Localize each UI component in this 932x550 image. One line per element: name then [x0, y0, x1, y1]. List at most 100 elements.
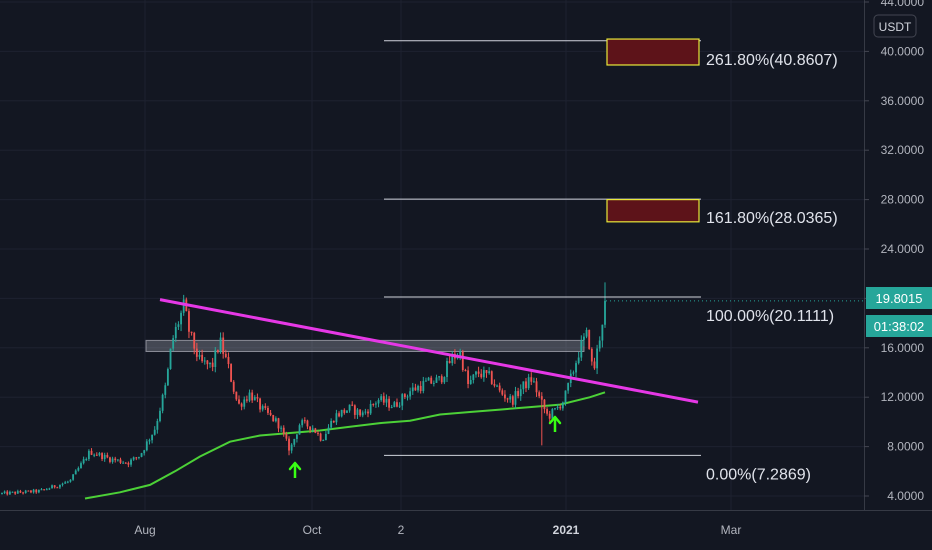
price-tick-label: 16.0000	[881, 341, 925, 355]
candle	[472, 374, 475, 384]
fib-level-label: 0.00%(7.2869)	[706, 466, 811, 483]
candle	[51, 484, 53, 489]
candle	[369, 400, 372, 415]
candle	[417, 384, 419, 393]
candle	[122, 460, 125, 464]
candle	[482, 366, 485, 382]
candle	[119, 457, 122, 464]
price-tick-label: 24.0000	[881, 242, 925, 256]
candle	[248, 389, 251, 403]
candle	[496, 384, 498, 388]
current-price-value: 19.8015	[876, 291, 923, 306]
candle	[1, 492, 3, 495]
candle	[588, 329, 591, 350]
candle	[66, 480, 69, 484]
candle	[190, 331, 193, 336]
candle	[303, 417, 306, 424]
candle	[135, 456, 138, 461]
candle	[425, 377, 427, 382]
candle	[504, 390, 506, 402]
time-tick-label: Aug	[134, 523, 155, 537]
candle	[419, 381, 422, 394]
candle	[461, 349, 464, 372]
candle	[567, 382, 570, 394]
candle	[527, 373, 530, 390]
candle	[261, 404, 264, 412]
candle	[538, 390, 541, 399]
candle	[332, 420, 335, 424]
candle	[216, 349, 219, 354]
candle	[72, 473, 75, 481]
candle	[177, 321, 180, 330]
candle	[232, 380, 235, 395]
candle	[293, 438, 296, 447]
candle	[269, 409, 272, 417]
candle	[219, 332, 222, 354]
candle	[525, 378, 527, 393]
candle	[509, 393, 512, 403]
moving-average	[84, 391, 606, 500]
candle	[145, 439, 148, 452]
price-tick-label: 32.0000	[881, 143, 925, 157]
candle	[138, 456, 140, 460]
candle	[432, 380, 435, 387]
candle	[156, 418, 159, 434]
candle	[80, 461, 82, 469]
candle	[403, 393, 406, 400]
candle	[8, 490, 11, 495]
candle	[493, 379, 496, 388]
candle	[593, 357, 596, 370]
candle	[282, 425, 285, 437]
candle	[601, 324, 604, 348]
candle	[317, 430, 319, 436]
candle	[535, 377, 538, 397]
candle	[172, 335, 175, 352]
candle	[598, 336, 601, 352]
candle	[32, 488, 35, 494]
candle	[290, 443, 293, 454]
candle	[446, 357, 448, 383]
candle	[314, 427, 317, 434]
grid-lines	[0, 0, 864, 510]
candle	[572, 370, 575, 376]
price-tick-label: 40.0000	[881, 44, 925, 58]
candle	[583, 333, 585, 347]
candle	[201, 349, 204, 363]
candle	[409, 387, 412, 400]
fib-level-label: 261.80%(40.8607)	[706, 52, 838, 69]
time-axis[interactable]: Aug Oct 2 2021 Mar	[134, 523, 741, 537]
time-tick-label: 2021	[553, 523, 580, 537]
candle	[98, 451, 101, 457]
candle	[448, 355, 451, 364]
descending-trendline	[159, 298, 699, 404]
bar-countdown: 01:38:02	[874, 319, 925, 334]
candle	[127, 461, 130, 468]
candle	[56, 486, 59, 489]
candle	[253, 395, 256, 401]
candle	[364, 408, 367, 415]
candle	[427, 376, 430, 381]
candle	[372, 403, 375, 407]
candle	[393, 400, 396, 408]
candle	[48, 487, 51, 490]
candle	[596, 344, 599, 375]
currency-button[interactable]: USDT	[873, 14, 917, 38]
candle	[490, 370, 493, 385]
candle	[40, 488, 43, 491]
candle	[259, 397, 261, 413]
candle	[243, 396, 246, 410]
candle	[548, 410, 551, 423]
candle	[159, 407, 161, 423]
candle	[401, 393, 404, 411]
candle	[151, 434, 154, 444]
price-axis[interactable]: 4.00008.000012.000016.000020.000024.0000…	[864, 0, 924, 503]
candle	[251, 389, 254, 403]
candle	[475, 370, 477, 378]
candle	[556, 404, 559, 410]
candle	[30, 489, 32, 494]
candle	[22, 491, 24, 495]
candle	[16, 489, 19, 494]
candle	[101, 452, 103, 462]
current-price-badge: 19.8015	[866, 287, 932, 309]
